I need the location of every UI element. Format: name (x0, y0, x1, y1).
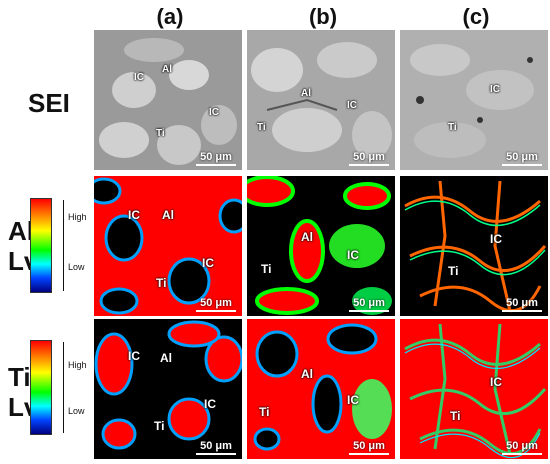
al-map-panel-a: IC Al IC Ti 50 μm (94, 176, 242, 316)
ti-color-legend: High Low (30, 340, 90, 440)
ti-legend-arrow (63, 342, 64, 433)
column-header-c: (c) (462, 4, 490, 29)
sei-a-ti-label: Ti (156, 128, 165, 139)
ti-b-ti-label: Ti (259, 405, 270, 419)
al-a-ic-label: IC (128, 208, 140, 222)
row-label-ti-element: Ti (8, 362, 31, 392)
al-a-scale-bar: 50 μm (196, 297, 236, 312)
sei-c-scale-bar: 50 μm (502, 151, 542, 166)
sei-panel-b: Al IC Ti 50 μm (247, 30, 395, 170)
al-a-ti-label: Ti (156, 276, 167, 290)
ti-map-panel-b: Al IC Ti 50 μm (247, 319, 395, 459)
al-b-ic-label: IC (347, 248, 359, 262)
sei-image-c (400, 30, 548, 170)
sei-b-ti-label: Ti (257, 122, 266, 133)
sei-b-al-label: Al (301, 88, 311, 99)
al-c-ti-label: Ti (448, 264, 459, 278)
ti-map-image-a (94, 319, 242, 459)
sei-panel-c: IC Ti 50 μm (400, 30, 548, 170)
sei-c-ti-label: Ti (448, 122, 457, 133)
al-b-scale-bar: 50 μm (349, 297, 389, 312)
row-label-al-element: Al (8, 216, 34, 246)
ti-color-bar (30, 340, 52, 435)
ti-b-al-label: Al (301, 367, 313, 381)
ti-map-image-c (400, 319, 548, 459)
al-b-ti-label: Ti (261, 262, 272, 276)
ti-a-ti-label: Ti (154, 419, 165, 433)
ti-c-ti-label: Ti (450, 409, 461, 423)
al-map-panel-c: IC Ti 50 μm (400, 176, 548, 316)
column-header-b: (b) (308, 4, 338, 29)
al-a-ic-label-2: IC (202, 256, 214, 270)
sei-c-ic-label: IC (490, 84, 500, 95)
sei-a-al-label: Al (162, 64, 172, 75)
ti-map-panel-a: IC Al IC Ti 50 μm (94, 319, 242, 459)
al-legend-low: Low (68, 262, 85, 272)
column-header-a: (a) (156, 4, 184, 29)
sei-a-ic-label-2: IC (209, 107, 219, 118)
sei-a-scale-bar: 50 μm (196, 151, 236, 166)
al-map-image-b (247, 176, 395, 316)
ti-a-al-label: Al (160, 351, 172, 365)
al-c-ic-label: IC (490, 232, 502, 246)
ti-legend-low: Low (68, 406, 85, 416)
sei-b-ic-label: IC (347, 100, 357, 111)
ti-a-scale-bar: 50 μm (196, 440, 236, 455)
ti-b-scale-bar: 50 μm (349, 440, 389, 455)
ti-a-ic-label-2: IC (204, 397, 216, 411)
al-map-panel-b: Al IC Ti 50 μm (247, 176, 395, 316)
ti-legend-high: High (68, 360, 87, 370)
al-map-image-a (94, 176, 242, 316)
sei-image-a (94, 30, 242, 170)
ti-c-scale-bar: 50 μm (502, 440, 542, 455)
sei-b-scale-bar: 50 μm (349, 151, 389, 166)
sei-panel-a: IC Al IC Ti 50 μm (94, 30, 242, 170)
ti-c-ic-label: IC (490, 375, 502, 389)
al-map-image-c (400, 176, 548, 316)
sei-a-ic-label: IC (134, 72, 144, 83)
al-legend-arrow (63, 200, 64, 291)
ti-b-ic-label: IC (347, 393, 359, 407)
row-label-sei: SEI (28, 88, 70, 118)
al-c-scale-bar: 50 μm (502, 297, 542, 312)
sei-image-b (247, 30, 395, 170)
ti-map-image-b (247, 319, 395, 459)
al-legend-high: High (68, 212, 87, 222)
ti-map-panel-c: IC Ti 50 μm (400, 319, 548, 459)
al-b-al-label: Al (301, 230, 313, 244)
al-a-al-label: Al (162, 208, 174, 222)
ti-a-ic-label: IC (128, 349, 140, 363)
al-color-bar (30, 198, 52, 293)
al-color-legend: High Low (30, 198, 90, 298)
